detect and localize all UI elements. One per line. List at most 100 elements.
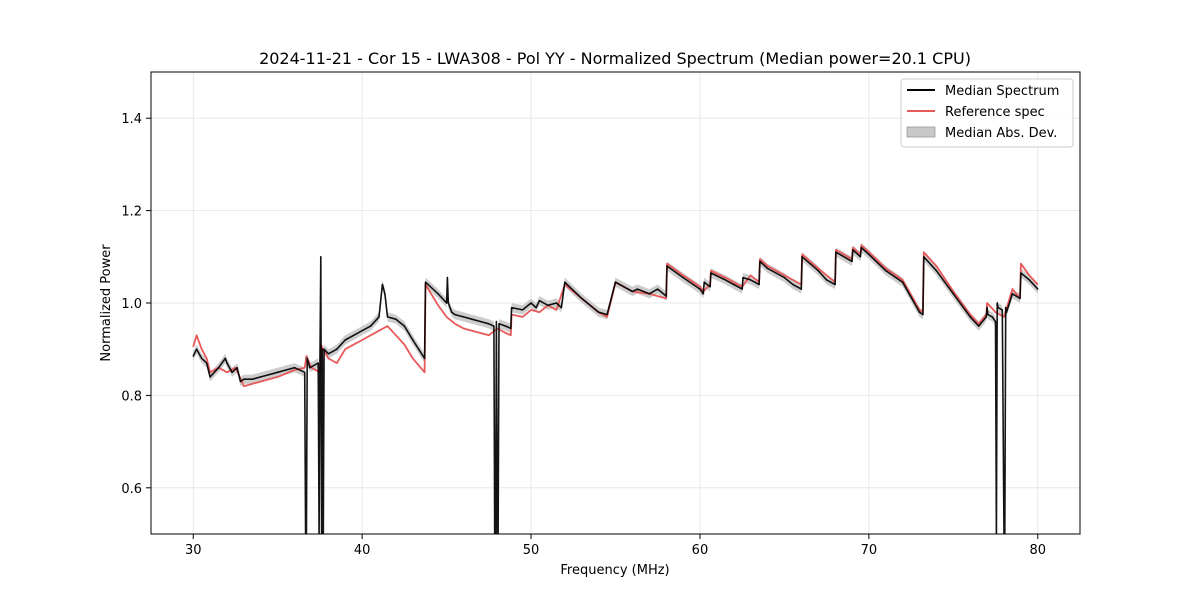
median-point (759, 260, 761, 262)
median-point (209, 376, 211, 378)
x-axis-label: Frequency (MHz) (560, 563, 669, 578)
median-point (699, 288, 701, 290)
median-point (378, 316, 380, 318)
median-point (224, 357, 226, 359)
median-point (614, 281, 617, 283)
median-point (987, 314, 989, 316)
median-point (750, 279, 752, 281)
median-point (702, 293, 704, 295)
x-tick-label: 40 (354, 543, 371, 558)
median-point (236, 367, 238, 369)
median-point (446, 277, 448, 279)
median-point (381, 283, 383, 286)
x-tick-label: 60 (692, 543, 709, 558)
legend-label-reference: Reference spec (945, 105, 1045, 120)
tick-layer: 30 40 50 60 70 80 0.6 0.8 1.0 1.2 1.4 (121, 112, 1046, 558)
median-point (682, 277, 684, 279)
median-point (783, 277, 786, 279)
median-point (952, 293, 954, 295)
median-point (606, 314, 608, 316)
median-point (709, 286, 711, 288)
y-tick-label: 0.6 (121, 482, 142, 497)
median-point (493, 325, 495, 327)
median-point (243, 378, 245, 380)
series-group (192, 242, 1039, 534)
median-point (306, 357, 308, 359)
legend-swatch-mad (906, 126, 936, 138)
median-point (321, 348, 323, 350)
median-point (370, 325, 372, 327)
median-point (969, 316, 971, 318)
median-point (991, 316, 993, 318)
median-point (703, 281, 705, 283)
median-point (918, 311, 921, 313)
median-point (852, 249, 854, 251)
median-point (277, 371, 279, 373)
median-point (657, 288, 659, 290)
data-layer (192, 242, 1039, 534)
median-point (665, 295, 667, 297)
median-point (323, 348, 325, 350)
median-point (923, 256, 925, 258)
median-point (268, 374, 270, 376)
median-point (344, 339, 346, 341)
median-point (522, 309, 524, 311)
median-point (742, 277, 744, 279)
x-tick-label: 50 (523, 543, 540, 558)
median-point (851, 260, 853, 262)
median-point (260, 376, 262, 378)
median-point (218, 367, 220, 369)
median-point (451, 311, 453, 313)
median-point (902, 281, 904, 283)
median-point (1020, 272, 1022, 274)
legend-label-median: Median Spectrum (945, 84, 1059, 99)
x-tick-label: 30 (185, 543, 202, 558)
median-point (985, 316, 987, 318)
y-tick-label: 1.0 (121, 297, 142, 312)
median-point (758, 283, 760, 286)
median-point (724, 279, 726, 281)
median-point (598, 311, 600, 313)
median-point (454, 314, 456, 316)
median-point (510, 327, 512, 329)
median-point (239, 380, 242, 383)
median-point (196, 348, 198, 350)
median-point (859, 256, 862, 258)
median-point (860, 247, 862, 249)
median-point (412, 339, 414, 341)
median-point (733, 283, 735, 286)
median-point (317, 362, 319, 364)
legend-label-mad: Median Abs. Dev. (945, 126, 1057, 141)
median-point (801, 256, 803, 258)
median-point (319, 367, 321, 369)
median-point (564, 281, 566, 283)
median-point (424, 281, 427, 283)
median-point (511, 307, 513, 309)
median-point (648, 293, 650, 295)
median-point (710, 272, 712, 274)
median-point (978, 325, 980, 327)
median-point (547, 304, 549, 306)
median-point (636, 288, 639, 290)
median-point (495, 320, 497, 323)
median-point (538, 300, 541, 302)
median-point (986, 307, 988, 309)
median-point (817, 270, 819, 272)
median-point (403, 325, 405, 327)
median-point (488, 323, 490, 325)
median-point (336, 348, 338, 350)
median-point (304, 371, 306, 373)
median-point (835, 251, 837, 253)
median-point (395, 318, 397, 320)
median-point (581, 297, 583, 299)
median-point (285, 369, 287, 371)
median-point (320, 256, 322, 258)
median-point (535, 307, 537, 309)
median-point (505, 325, 507, 327)
median-point (834, 283, 836, 286)
median-point (1028, 279, 1030, 281)
median-point (766, 267, 769, 269)
median-point (935, 270, 938, 272)
median-point (792, 283, 794, 286)
median-point (868, 253, 870, 256)
